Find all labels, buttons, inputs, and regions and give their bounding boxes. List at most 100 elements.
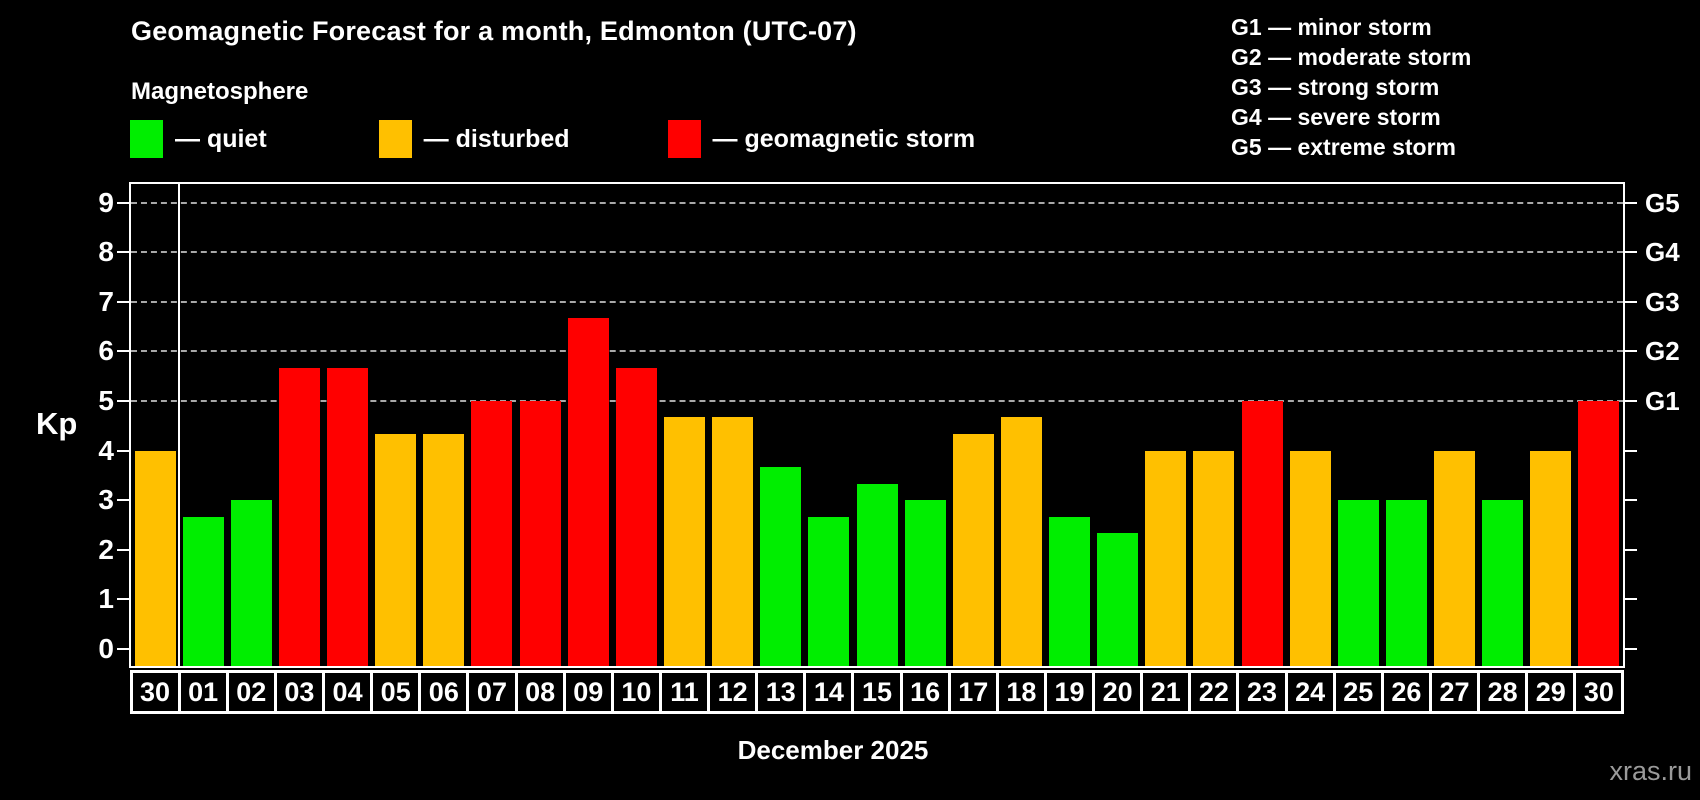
gridline-kp-8: [131, 251, 1623, 254]
day-cell-15-15: 15: [851, 670, 903, 714]
bar-22-day-22: [1193, 450, 1235, 666]
bar-12-day-12: [712, 417, 754, 666]
y-tick-label-9: 9: [98, 186, 114, 218]
legend-label-quiet: — quiet: [175, 124, 267, 153]
day-cell-25-25: 25: [1332, 670, 1384, 714]
y-tick-right-8: [1625, 251, 1637, 254]
day-cell-27-27: 27: [1428, 670, 1481, 714]
bar-24-day-24: [1289, 450, 1331, 666]
y-tick-left-9: [117, 201, 129, 204]
bar-13-day-13: [760, 466, 802, 666]
day-cell-6-06: 06: [418, 670, 470, 714]
day-cell-21-21: 21: [1140, 670, 1192, 714]
g-legend-line-5: G5 — extreme storm: [1231, 134, 1456, 160]
day-cell-22-22: 22: [1188, 670, 1240, 714]
day-cell-11-11: 11: [658, 670, 711, 714]
y-tick-right-2: [1625, 548, 1637, 551]
y-tick-label-2: 2: [98, 533, 114, 565]
chart-title: Geomagnetic Forecast for a month, Edmont…: [131, 16, 857, 46]
g-legend-line-3: G3 — strong storm: [1231, 74, 1440, 100]
day-cell-28-28: 28: [1477, 670, 1529, 714]
y-tick-label-3: 3: [98, 484, 114, 516]
day-cell-29-29: 29: [1525, 670, 1577, 714]
legend-swatch-storm: [667, 120, 701, 158]
legend-swatch-disturbed: [378, 120, 412, 158]
y-tick-left-5: [117, 400, 129, 402]
y-tick-right-9: [1625, 201, 1637, 204]
g-legend-line-2: G2 — moderate storm: [1231, 44, 1472, 70]
y-tick-label-7: 7: [98, 285, 114, 317]
bar-15-day-15: [856, 483, 898, 666]
gridline-kp-6: [131, 350, 1623, 353]
y-tick-right-4: [1625, 449, 1637, 452]
y-tick-label-8: 8: [98, 236, 114, 268]
bar-25-day-25: [1337, 500, 1379, 666]
day-cell-19-19: 19: [1043, 670, 1096, 714]
bar-30-day-30: [1578, 401, 1620, 666]
legend-label-disturbed: — disturbed: [423, 124, 570, 153]
right-axis-label-G4: G4: [1645, 237, 1680, 268]
y-tick-left-7: [117, 300, 129, 303]
bar-9-day-09: [567, 318, 609, 666]
bar-7-day-07: [471, 401, 513, 666]
bar-1-day-01: [182, 516, 224, 666]
y-tick-label-4: 4: [98, 434, 114, 466]
g-legend-line-1: G1 — minor storm: [1231, 14, 1432, 40]
right-axis-label-G1: G1: [1645, 386, 1680, 416]
legend-item-disturbed: — disturbed: [378, 120, 570, 158]
day-cell-26-26: 26: [1380, 670, 1432, 714]
gridline-kp-5: [131, 400, 1623, 402]
bar-23-day-23: [1241, 401, 1283, 666]
day-cell-8-08: 08: [514, 670, 566, 714]
bar-28-day-28: [1482, 500, 1524, 666]
day-cell-18-18: 18: [995, 670, 1047, 714]
bar-21-day-21: [1145, 450, 1187, 666]
y-tick-label-0: 0: [98, 633, 114, 664]
y-tick-left-4: [117, 449, 129, 452]
day-cell-20-20: 20: [1092, 670, 1144, 714]
day-cell-14-14: 14: [803, 670, 855, 714]
day-cell-0-30: 30: [129, 670, 181, 714]
bar-4-day-04: [327, 367, 369, 666]
y-tick-label-1: 1: [98, 583, 114, 615]
bar-26-day-26: [1385, 500, 1427, 666]
day-cell-3-03: 03: [273, 670, 325, 714]
y-tick-left-0: [117, 648, 129, 650]
bar-5-day-05: [375, 434, 417, 666]
bar-14-day-14: [808, 516, 850, 666]
day-cell-5-05: 05: [370, 670, 422, 714]
bar-2-day-02: [230, 500, 272, 666]
day-cell-13-13: 13: [755, 670, 807, 714]
bar-6-day-06: [423, 434, 465, 666]
month-separator-line: [178, 184, 181, 666]
g-scale-legend: G1 — minor storm G2 — moderate storm G3 — …: [1231, 12, 1471, 162]
y-tick-right-0: [1625, 648, 1637, 650]
y-tick-left-6: [117, 350, 129, 353]
bar-29-day-29: [1530, 450, 1572, 666]
bar-27-day-27: [1434, 450, 1476, 666]
y-tick-label-5: 5: [98, 385, 114, 416]
bar-18-day-18: [1000, 417, 1042, 666]
y-tick-right-6: [1625, 350, 1637, 353]
y-tick-right-7: [1625, 300, 1637, 303]
bar-20-day-20: [1097, 533, 1139, 666]
day-cell-16-16: 16: [899, 670, 951, 714]
day-cell-30-30: 30: [1573, 670, 1625, 714]
y-tick-left-8: [117, 251, 129, 254]
legend-item-storm: — geomagnetic storm: [667, 120, 975, 158]
bar-11-day-11: [663, 417, 705, 666]
day-cell-23-23: 23: [1236, 670, 1288, 714]
day-cell-7-07: 07: [466, 670, 518, 714]
legend-swatch-quiet: [130, 120, 163, 158]
y-axis-title: Kp: [36, 406, 78, 441]
bar-16-day-16: [904, 500, 946, 666]
right-axis-label-G2: G2: [1645, 336, 1680, 367]
day-cell-10-10: 10: [610, 670, 662, 714]
y-tick-left-3: [117, 499, 129, 502]
chart-subtitle: Magnetosphere: [131, 78, 309, 105]
g-legend-line-4: G4 — severe storm: [1231, 104, 1441, 130]
day-cell-12-12: 12: [707, 670, 759, 714]
bar-8-day-08: [519, 401, 561, 666]
legend-item-quiet: — quiet: [130, 120, 267, 158]
